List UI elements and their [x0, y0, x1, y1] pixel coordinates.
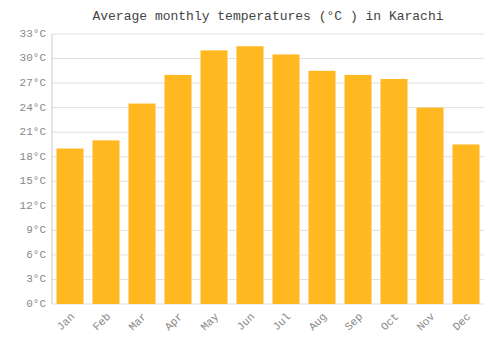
bar — [273, 54, 300, 304]
y-axis-line — [52, 34, 53, 304]
x-tick-label: Jun — [235, 311, 257, 333]
chart-container: Average monthly temperatures (°C ) in Ka… — [0, 0, 500, 350]
y-tick-label: 6°C — [26, 249, 46, 261]
y-tick-label: 30°C — [20, 52, 47, 64]
x-tick-label: Mar — [127, 311, 149, 333]
x-tick-label: Sep — [343, 311, 365, 333]
bar — [345, 75, 372, 304]
grid-line — [52, 83, 484, 84]
y-tick-label: 18°C — [20, 151, 47, 163]
bar — [453, 144, 480, 304]
y-tick-label: 3°C — [26, 273, 46, 285]
grid-line — [52, 34, 484, 35]
bar — [93, 140, 120, 304]
x-tick-label: Jul — [271, 311, 293, 333]
y-tick-label: 21°C — [20, 126, 47, 138]
y-tick-label: 12°C — [20, 200, 47, 212]
bar — [417, 108, 444, 304]
x-tick-label: May — [199, 310, 222, 333]
bar — [381, 79, 408, 304]
bar — [309, 71, 336, 304]
x-tick-label: Feb — [91, 311, 113, 333]
bar — [201, 50, 228, 304]
x-tick-label: Jan — [55, 311, 77, 333]
x-tick-label: Apr — [163, 311, 185, 333]
y-tick-label: 15°C — [20, 175, 47, 187]
bar — [57, 149, 84, 304]
grid-line — [52, 58, 484, 59]
y-tick-label: 9°C — [26, 224, 46, 236]
bar — [129, 104, 156, 304]
x-tick-label: Aug — [307, 311, 329, 333]
bar — [165, 75, 192, 304]
y-axis: 0°C 3°C 6°C 9°C 12°C 15°C 18°C 21°C 24°C 27°C 30°C… — [20, 28, 484, 310]
y-tick-label: 27°C — [20, 77, 47, 89]
title: Average monthly temperatures (°C ) in Ka… — [92, 9, 443, 24]
bar — [237, 46, 264, 304]
y-tick-label: 0°C — [26, 298, 46, 310]
x-axis: Jan Feb Mar Apr May Jun Jul Aug Sep Oct Nov Dec — [55, 310, 473, 333]
x-tick-label: Nov — [415, 310, 438, 333]
y-tick-label: 24°C — [20, 102, 47, 114]
x-tick-label: Dec — [451, 311, 473, 333]
x-tick-label: Oct — [379, 311, 401, 333]
chart-svg: Average monthly temperatures (°C ) in Ka… — [0, 0, 500, 350]
bars — [57, 46, 480, 304]
y-tick-label: 33°C — [20, 28, 47, 40]
